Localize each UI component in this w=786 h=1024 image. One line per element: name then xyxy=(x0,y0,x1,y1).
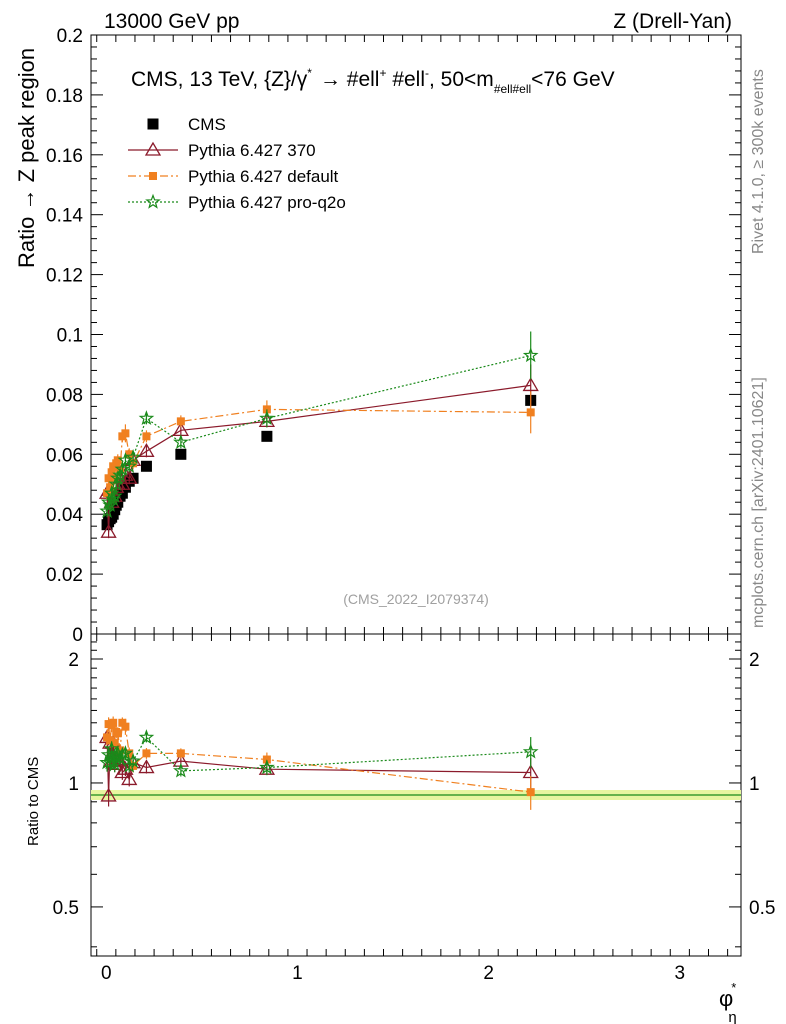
ratio-point-pythia-6-427-pro-q2o xyxy=(259,759,275,775)
data-point-cms xyxy=(261,430,273,442)
y-tick-label: 0.16 xyxy=(46,146,83,167)
data-point-pythia-6-427-default xyxy=(106,483,115,492)
data-point-pythia-6-427-pro-q2o xyxy=(259,410,275,425)
legend-marker-cms xyxy=(147,118,159,130)
ratio-point-pythia-6-427-pro-q2o xyxy=(117,745,134,760)
header-right: Z (Drell-Yan) xyxy=(613,10,732,33)
ratio-point-pythia-6-427-default xyxy=(109,718,118,727)
data-point-pythia-6-427-pro-q2o xyxy=(106,487,123,503)
data-point-pythia-6-427-pro-q2o xyxy=(173,434,189,450)
data-point-pythia-6-427-370 xyxy=(522,377,539,392)
ratio-y-axis-label: Ratio to CMS xyxy=(25,757,42,846)
legend-marker-pythia-6-427-pro-q2o xyxy=(145,193,161,209)
data-point-cms xyxy=(140,460,152,472)
data-point-pythia-6-427-default xyxy=(125,450,134,459)
series-line-pythia-6-427-370 xyxy=(106,384,531,533)
data-point-cms xyxy=(175,448,187,460)
header-left: 13000 GeV pp xyxy=(104,10,239,33)
ratio-point-pythia-6-427-default xyxy=(110,739,119,748)
ratio-point-pythia-6-427-370 xyxy=(138,759,155,774)
legend-marker-pythia-6-427-370 xyxy=(144,141,162,156)
ratio-point-pythia-6-427-default xyxy=(121,722,130,731)
ratio-tick-label-right: 1 xyxy=(749,774,760,795)
data-point-cms xyxy=(119,481,131,493)
data-point-pythia-6-427-default xyxy=(103,489,112,498)
x-tick-label: 2 xyxy=(483,963,494,984)
data-point-pythia-6-427-pro-q2o xyxy=(125,449,141,465)
legend-label-pythia-6-427-370: Pythia 6.427 370 xyxy=(188,141,316,160)
data-point-pythia-6-427-default xyxy=(526,408,535,417)
y-tick-label: 0 xyxy=(72,625,83,646)
plot-title: CMS, 13 TeV, {Z}/γ* → #ell+ #ell-, 50<m#e… xyxy=(131,66,615,96)
ratio-point-pythia-6-427-default xyxy=(526,788,535,797)
ratio-point-pythia-6-427-default xyxy=(113,729,122,738)
data-point-pythia-6-427-default xyxy=(176,417,185,426)
ratio-tick-label-left: 0.5 xyxy=(53,898,79,919)
ratio-point-pythia-6-427-pro-q2o xyxy=(125,752,141,768)
ratio-line-pythia-6-427-pro-q2o xyxy=(106,736,531,772)
x-axis-label: φ* η xyxy=(719,980,737,1024)
data-point-cms xyxy=(116,487,128,499)
ratio-point-pythia-6-427-pro-q2o xyxy=(522,743,539,759)
ratio-point-pythia-6-427-default xyxy=(106,736,115,745)
legend-label-pythia-6-427-pro-q2o: Pythia 6.427 pro-q2o xyxy=(188,193,346,212)
x-tick-label: 3 xyxy=(675,963,686,984)
data-point-pythia-6-427-default xyxy=(121,429,130,438)
ratio-point-pythia-6-427-default xyxy=(142,749,151,758)
data-point-pythia-6-427-default xyxy=(107,468,116,477)
ratio-point-pythia-6-427-370 xyxy=(121,771,138,786)
y-tick-label: 0.12 xyxy=(46,266,83,287)
ratio-line-pythia-6-427-370 xyxy=(106,737,531,796)
y-tick-label: 0.14 xyxy=(46,206,83,227)
x-tick-label: 1 xyxy=(292,963,303,984)
data-point-pythia-6-427-370 xyxy=(138,443,155,457)
y-tick-label: 0.1 xyxy=(57,326,83,347)
legend-label-cms: CMS xyxy=(188,115,226,134)
data-point-pythia-6-427-default xyxy=(142,432,151,441)
ratio-line-pythia-6-427-default xyxy=(106,720,531,793)
data-point-pythia-6-427-pro-q2o xyxy=(522,347,539,363)
ratio-tick-label-left: 1 xyxy=(68,774,79,795)
ratio-point-pythia-6-427-pro-q2o xyxy=(138,729,155,745)
legend-label-pythia-6-427-default: Pythia 6.427 default xyxy=(188,167,339,186)
data-point-pythia-6-427-370 xyxy=(100,523,117,538)
data-point-pythia-6-427-370 xyxy=(121,469,138,484)
ratio-tick-label-right: 0.5 xyxy=(749,898,775,919)
x-tick-label: 0 xyxy=(101,963,112,984)
legend: CMS Pythia 6.427 370 Pythia 6.427 default P… xyxy=(128,115,346,212)
series-line-pythia-6-427-default xyxy=(106,408,531,494)
ratio-tick-label-right: 2 xyxy=(749,650,760,671)
data-point-pythia-6-427-pro-q2o xyxy=(121,458,138,473)
data-point-pythia-6-427-default xyxy=(104,474,113,483)
ratio-point-pythia-6-427-370 xyxy=(100,787,117,802)
y-tick-label: 0.06 xyxy=(46,445,83,466)
data-point-pythia-6-427-default xyxy=(113,456,122,465)
legend-marker-pythia-6-427-default xyxy=(149,172,157,180)
y-tick-label: 0.08 xyxy=(46,385,83,406)
data-point-cms xyxy=(112,496,124,508)
y-tick-label: 0.02 xyxy=(46,565,83,586)
ratio-tick-label-left: 2 xyxy=(68,650,79,671)
y-tick-label: 0.04 xyxy=(46,505,83,526)
mcplots-label: mcplots.cern.ch [arXiv:2401.10621] xyxy=(750,377,767,628)
y-axis-label: Ratio → Z peak region xyxy=(14,48,39,268)
rivet-label: Rivet 4.1.0, ≥ 300k events xyxy=(750,69,767,254)
ratio-point-pythia-6-427-pro-q2o xyxy=(173,762,189,778)
y-tick-label: 0.18 xyxy=(46,86,83,107)
y-tick-label: 0.2 xyxy=(57,26,83,47)
ratio-point-pythia-6-427-pro-q2o xyxy=(106,756,123,772)
series-line-pythia-6-427-pro-q2o xyxy=(106,354,531,512)
analysis-watermark: (CMS_2022_I2079374) xyxy=(343,591,489,607)
ratio-point-pythia-6-427-default xyxy=(176,749,185,758)
data-point-pythia-6-427-pro-q2o xyxy=(138,410,155,426)
